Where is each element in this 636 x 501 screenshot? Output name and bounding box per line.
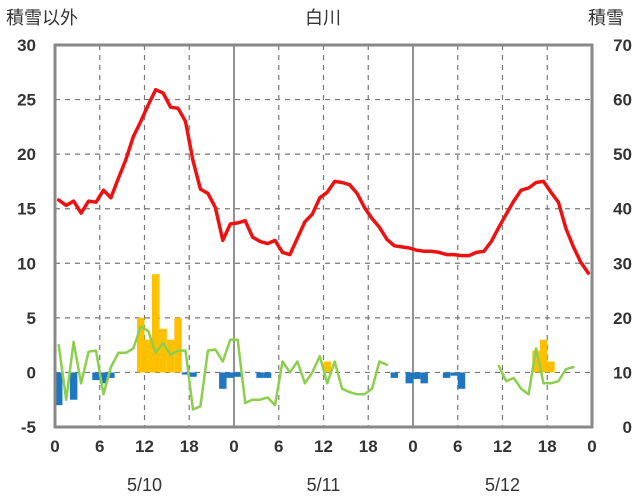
y-left-tick: 25 xyxy=(17,91,36,110)
chart-title: 白川 xyxy=(305,8,341,28)
bar xyxy=(532,350,540,373)
bar xyxy=(159,328,167,373)
bar xyxy=(137,317,145,373)
temperature-line xyxy=(56,87,591,275)
x-tick: 0 xyxy=(229,437,238,456)
bar xyxy=(151,274,160,373)
y-left-tick: 5 xyxy=(27,309,36,328)
x-tick: 6 xyxy=(453,437,462,456)
x-tick: 6 xyxy=(95,437,104,456)
bar xyxy=(547,361,555,373)
y-left-tick: 0 xyxy=(27,363,36,382)
date-label: 5/10 xyxy=(127,475,162,495)
green-line xyxy=(57,325,575,411)
bar xyxy=(69,372,78,400)
date-labels: 5/10 5/11 5/12 xyxy=(127,475,520,495)
bar xyxy=(405,372,413,384)
left-axis-title: 積雪以外 xyxy=(6,8,78,28)
bar xyxy=(234,372,242,377)
x-tick: 12 xyxy=(314,437,333,456)
bar xyxy=(144,339,152,373)
bar xyxy=(55,372,63,406)
y-right-tick: 60 xyxy=(613,91,632,110)
bar xyxy=(256,372,264,378)
bar xyxy=(457,372,466,389)
bar xyxy=(181,372,190,375)
y-right-tick: 0 xyxy=(623,418,632,437)
gridlines xyxy=(55,45,592,427)
plot-frame xyxy=(53,43,594,429)
bar xyxy=(450,372,458,376)
y-right-tick: 10 xyxy=(613,363,632,382)
bar xyxy=(107,372,115,378)
y-left-tick: 15 xyxy=(17,200,36,219)
right-axis-title: 積雪 xyxy=(588,8,624,28)
y-left-tick: 10 xyxy=(17,254,36,273)
bar xyxy=(420,372,428,384)
x-tick: 18 xyxy=(359,437,378,456)
bar xyxy=(226,372,234,378)
bar xyxy=(92,372,100,381)
x-tick: 6 xyxy=(274,437,283,456)
bar-series xyxy=(55,274,555,406)
y-left-tick: -5 xyxy=(21,418,36,437)
bar xyxy=(539,339,548,373)
bar xyxy=(174,317,182,373)
bar xyxy=(219,372,227,389)
y-right-tick: 30 xyxy=(613,254,632,273)
right-axis: 0 10 20 30 40 50 60 70 xyxy=(613,36,632,437)
x-tick: 18 xyxy=(180,437,199,456)
x-tick: 12 xyxy=(135,437,154,456)
bar xyxy=(189,372,197,377)
left-axis: -5 0 5 10 15 20 25 30 xyxy=(17,36,36,437)
y-right-tick: 50 xyxy=(613,145,632,164)
bar xyxy=(390,372,399,378)
line-series xyxy=(56,87,591,411)
x-tick: 0 xyxy=(408,437,417,456)
x-tick: 0 xyxy=(587,437,596,456)
y-right-tick: 20 xyxy=(613,309,632,328)
bar xyxy=(99,372,108,384)
date-label: 5/12 xyxy=(485,475,520,495)
x-tick: 18 xyxy=(538,437,557,456)
bar xyxy=(323,361,331,373)
bar xyxy=(413,372,421,379)
date-label: 5/11 xyxy=(307,475,341,495)
y-right-tick: 40 xyxy=(613,200,632,219)
x-tick: 12 xyxy=(493,437,512,456)
bar xyxy=(263,372,272,378)
x-axis: 0 6 12 18 0 6 12 18 0 6 12 18 0 xyxy=(50,437,596,456)
y-left-tick: 30 xyxy=(17,36,36,55)
y-left-tick: 20 xyxy=(17,145,36,164)
bar xyxy=(442,372,451,378)
y-right-tick: 70 xyxy=(613,36,632,55)
x-tick: 0 xyxy=(50,437,59,456)
